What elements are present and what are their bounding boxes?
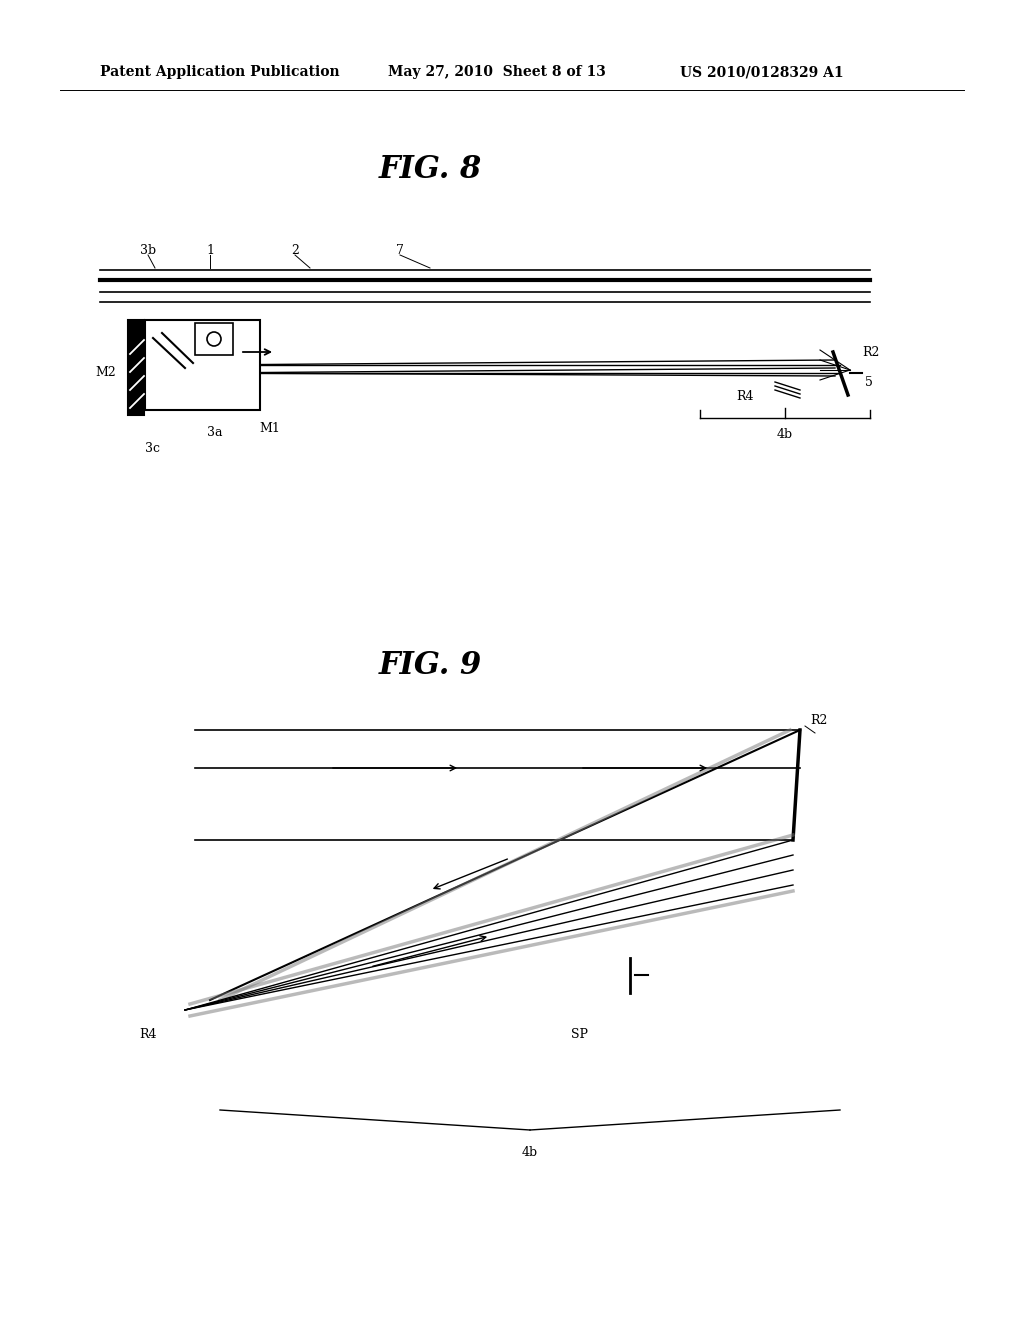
Text: 7: 7: [396, 243, 403, 256]
Bar: [195, 323, 233, 355]
Text: May 27, 2010  Sheet 8 of 13: May 27, 2010 Sheet 8 of 13: [388, 65, 606, 79]
Text: 2: 2: [291, 243, 299, 256]
Bar: [145, 319, 260, 411]
Text: R4: R4: [139, 1028, 157, 1041]
Text: R4: R4: [736, 391, 754, 404]
Circle shape: [207, 333, 221, 346]
Text: FIG. 8: FIG. 8: [379, 154, 481, 186]
Text: 5: 5: [865, 375, 872, 388]
Text: FIG. 9: FIG. 9: [379, 649, 481, 681]
Text: 1: 1: [206, 243, 214, 256]
Text: R2: R2: [862, 346, 880, 359]
Text: R2: R2: [810, 714, 827, 726]
Text: 4b: 4b: [522, 1146, 538, 1159]
Text: 3c: 3c: [144, 441, 160, 454]
Bar: [128, 319, 144, 414]
Text: US 2010/0128329 A1: US 2010/0128329 A1: [680, 65, 844, 79]
Text: 3b: 3b: [140, 243, 156, 256]
Text: M2: M2: [95, 366, 117, 379]
Text: M1: M1: [259, 421, 281, 434]
Text: Patent Application Publication: Patent Application Publication: [100, 65, 340, 79]
Text: SP: SP: [571, 1028, 589, 1041]
Text: 4b: 4b: [777, 429, 793, 441]
Text: 3a: 3a: [207, 425, 223, 438]
